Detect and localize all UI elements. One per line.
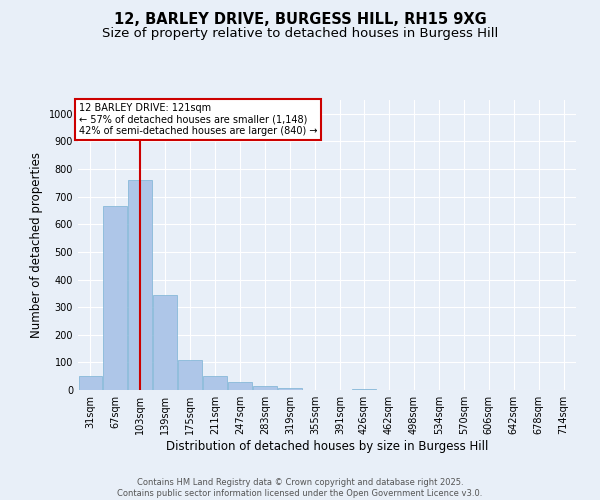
Y-axis label: Number of detached properties: Number of detached properties — [30, 152, 43, 338]
Bar — [228, 382, 252, 390]
Bar — [154, 294, 177, 390]
Text: Contains HM Land Registry data © Crown copyright and database right 2025.
Contai: Contains HM Land Registry data © Crown c… — [118, 478, 482, 498]
Bar — [79, 376, 103, 390]
Text: Size of property relative to detached houses in Burgess Hill: Size of property relative to detached ho… — [102, 28, 498, 40]
Bar — [128, 180, 152, 390]
Text: 12 BARLEY DRIVE: 121sqm
← 57% of detached houses are smaller (1,148)
42% of semi: 12 BARLEY DRIVE: 121sqm ← 57% of detache… — [79, 103, 317, 136]
Bar — [278, 388, 302, 390]
Bar — [352, 388, 376, 390]
X-axis label: Distribution of detached houses by size in Burgess Hill: Distribution of detached houses by size … — [166, 440, 488, 453]
Bar — [178, 360, 202, 390]
Text: 12, BARLEY DRIVE, BURGESS HILL, RH15 9XG: 12, BARLEY DRIVE, BURGESS HILL, RH15 9XG — [113, 12, 487, 28]
Bar — [203, 376, 227, 390]
Bar — [253, 386, 277, 390]
Bar — [103, 206, 127, 390]
